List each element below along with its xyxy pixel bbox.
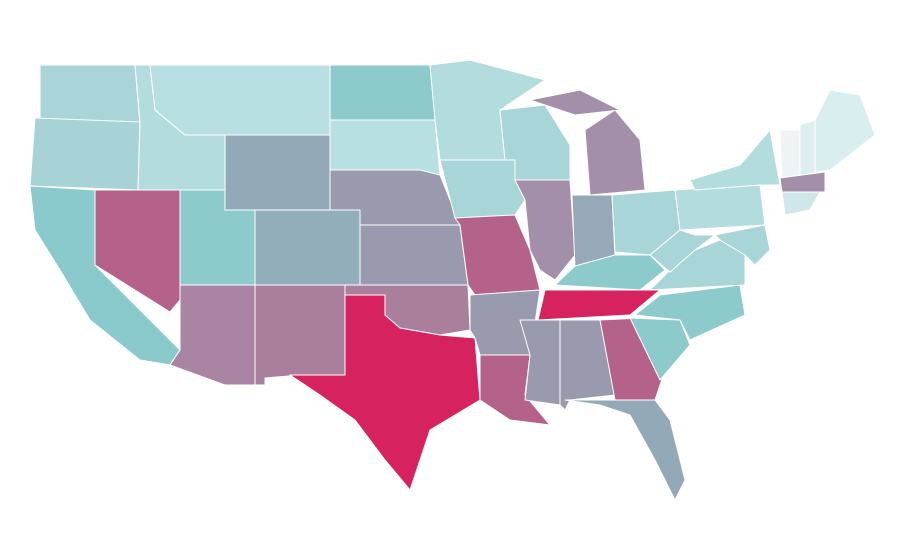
region bbox=[289, 294, 481, 491]
region bbox=[779, 171, 826, 193]
region bbox=[537, 289, 661, 321]
region bbox=[254, 209, 361, 286]
region bbox=[779, 129, 801, 181]
region bbox=[554, 254, 666, 291]
region bbox=[149, 64, 331, 136]
region bbox=[714, 224, 771, 266]
region bbox=[169, 284, 256, 386]
region bbox=[519, 319, 561, 406]
region bbox=[224, 134, 331, 211]
region bbox=[674, 184, 766, 231]
region bbox=[564, 399, 686, 501]
region bbox=[799, 119, 816, 179]
region bbox=[689, 129, 781, 191]
region bbox=[439, 159, 526, 219]
region bbox=[29, 117, 141, 191]
region bbox=[329, 119, 441, 176]
region bbox=[254, 284, 346, 386]
region bbox=[584, 109, 646, 196]
region bbox=[634, 284, 746, 341]
region bbox=[529, 89, 621, 116]
region bbox=[781, 191, 821, 216]
region bbox=[514, 179, 576, 281]
region bbox=[629, 317, 691, 381]
region bbox=[814, 89, 876, 173]
region bbox=[329, 64, 436, 121]
region bbox=[39, 64, 141, 126]
region bbox=[359, 224, 469, 286]
